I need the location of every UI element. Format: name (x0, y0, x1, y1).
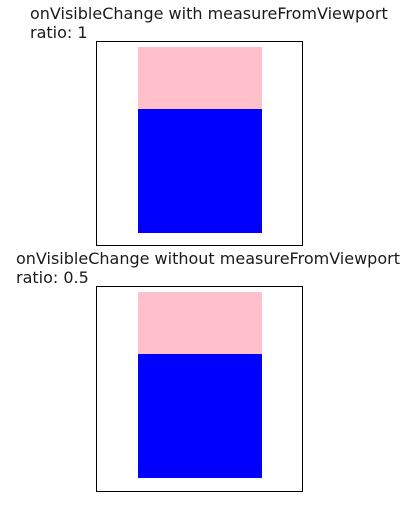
section-1-viewport-frame[interactable] (96, 41, 303, 246)
section-2-title: onVisibleChange without measureFromViewp… (16, 249, 400, 268)
section-2-viewport-frame[interactable] (96, 286, 303, 492)
section-2-ratio: ratio: 0.5 (16, 268, 89, 287)
section-2-caption: onVisibleChange without measureFromViewp… (16, 249, 400, 287)
section-1-pink-block (138, 47, 262, 109)
section-1-title: onVisibleChange with measureFromViewport (30, 4, 388, 23)
section-2-blue-block (138, 354, 262, 478)
section-1-caption: onVisibleChange with measureFromViewport… (30, 4, 388, 42)
section-1-ratio: ratio: 1 (30, 23, 88, 42)
section-1-blue-block (138, 109, 262, 233)
section-2-pink-block (138, 292, 262, 354)
